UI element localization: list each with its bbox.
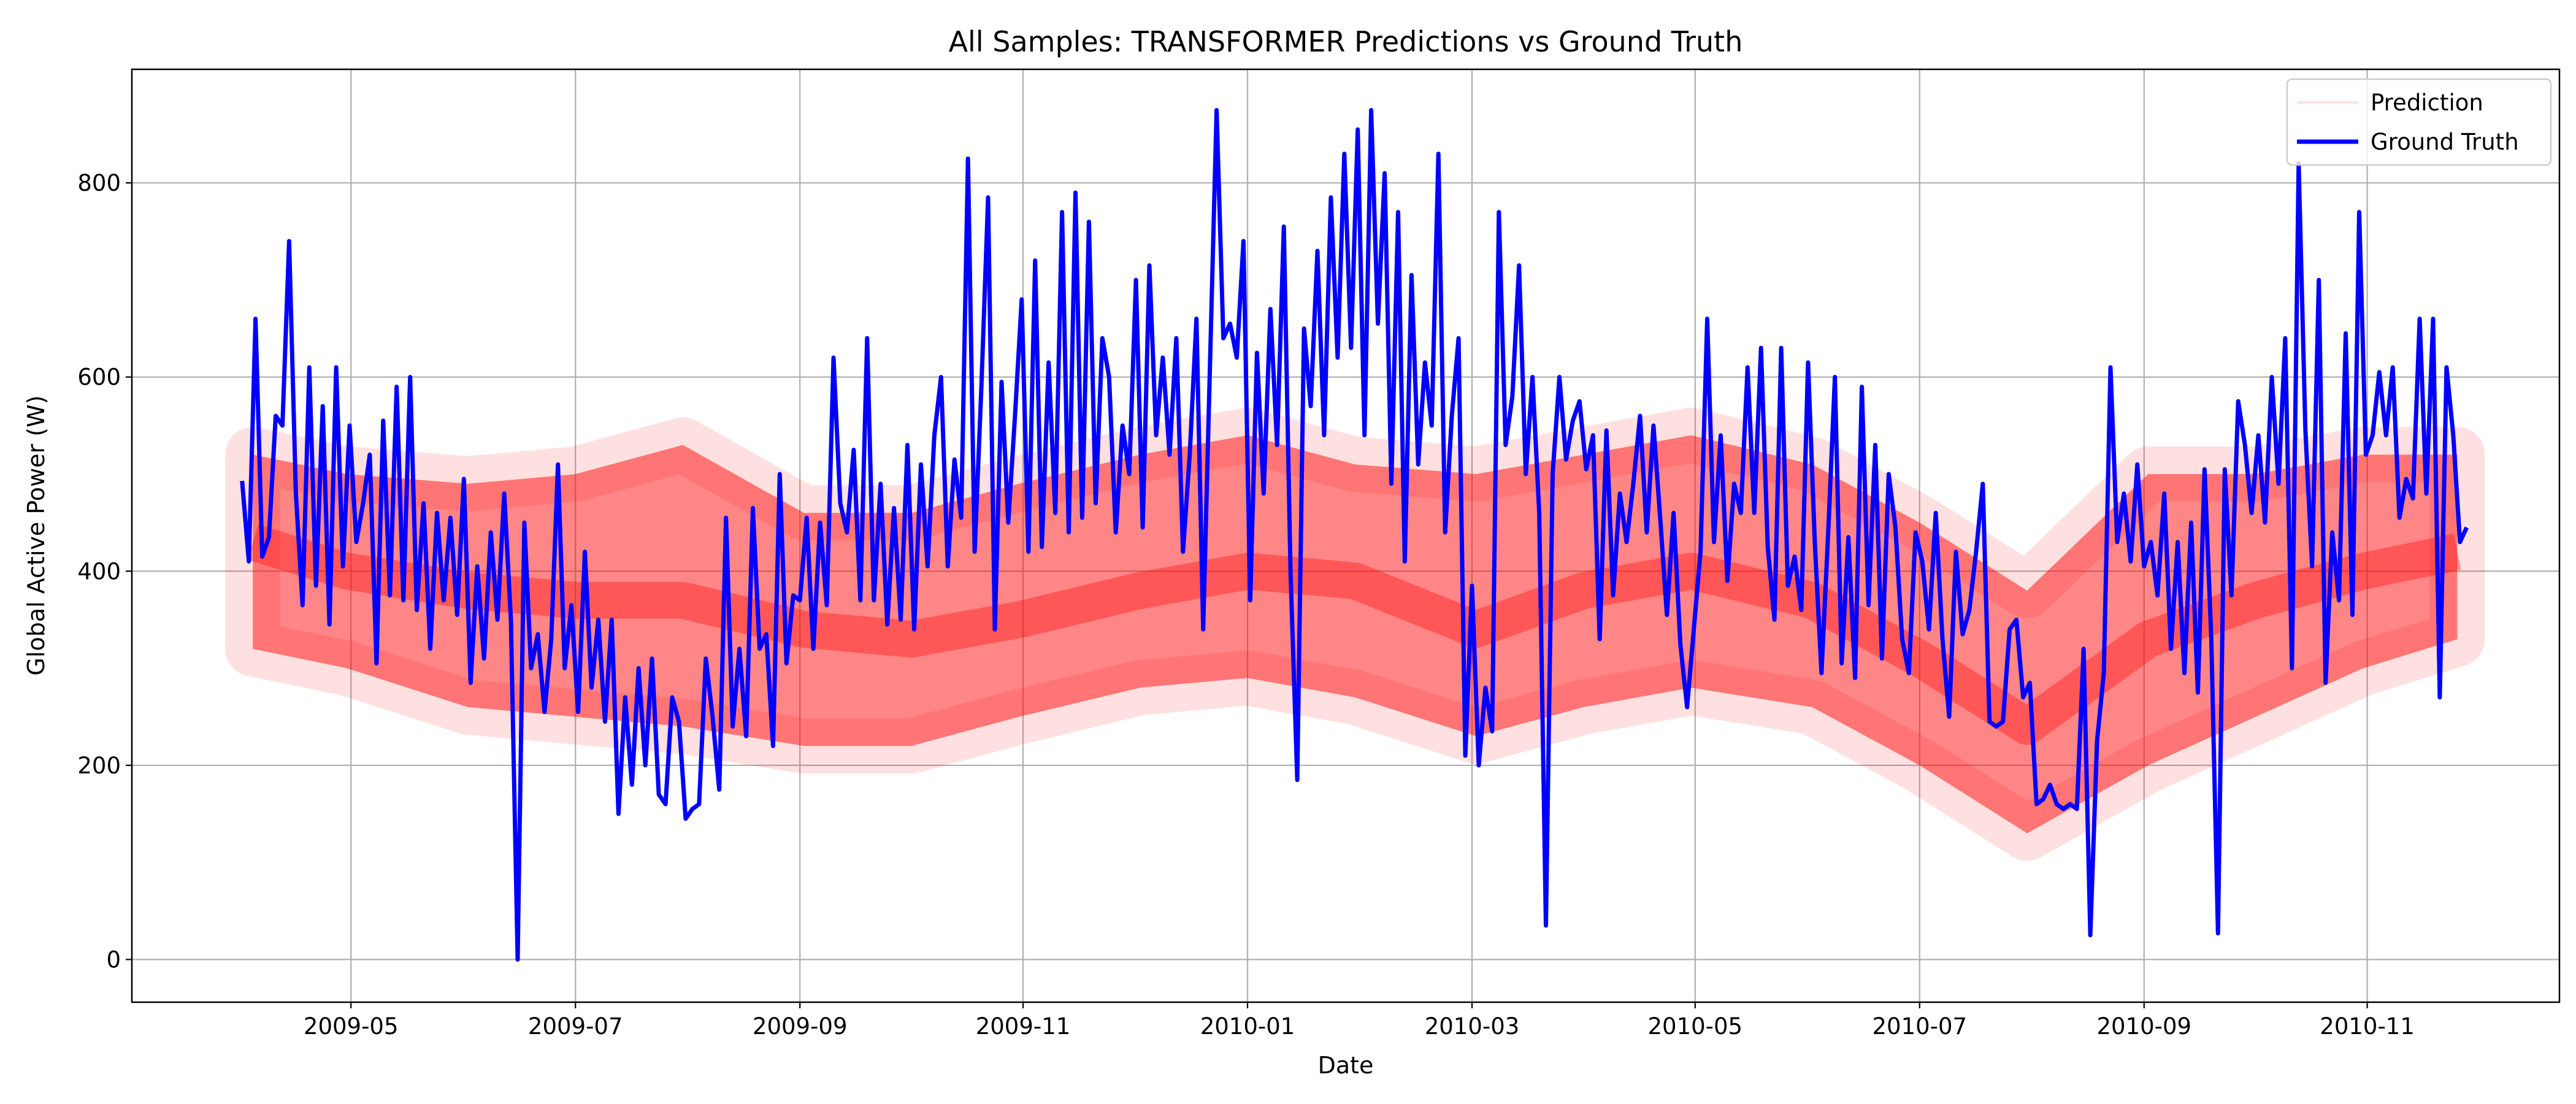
legend: Prediction Ground Truth bbox=[2286, 78, 2552, 166]
y-tick-label: 400 bbox=[77, 558, 121, 585]
legend-label: Prediction bbox=[2371, 90, 2483, 116]
y-tick-label: 800 bbox=[77, 170, 121, 196]
x-axis-label: Date bbox=[1318, 1052, 1374, 1079]
x-tick-label: 2010-07 bbox=[1873, 1013, 1968, 1040]
chart-title: All Samples: TRANSFORMER Predictions vs … bbox=[949, 25, 1743, 58]
series-line bbox=[240, 108, 2469, 962]
axes-frame bbox=[131, 68, 2561, 1003]
x-tick-label: 2009-11 bbox=[976, 1013, 1071, 1040]
legend-label: Ground Truth bbox=[2371, 129, 2519, 155]
y-tick-label: 0 bbox=[106, 946, 121, 973]
prediction-line bbox=[247, 524, 2461, 745]
y-tick-label: 600 bbox=[77, 364, 121, 391]
y-axis-label: Global Active Power (W) bbox=[23, 395, 50, 675]
x-tick-label: 2010-09 bbox=[2096, 1013, 2191, 1040]
x-tick-label: 2009-07 bbox=[528, 1013, 623, 1040]
x-tick-label: 2009-05 bbox=[304, 1013, 399, 1040]
x-tick-label: 2010-11 bbox=[2320, 1013, 2415, 1040]
plot-area bbox=[132, 69, 2559, 1002]
x-tick-label: 2010-05 bbox=[1648, 1013, 1743, 1040]
y-tick-label: 200 bbox=[77, 753, 121, 779]
x-tick-label: 2010-01 bbox=[1200, 1013, 1295, 1040]
x-tick-label: 2010-03 bbox=[1425, 1013, 1520, 1040]
x-tick-label: 2009-09 bbox=[753, 1013, 848, 1040]
